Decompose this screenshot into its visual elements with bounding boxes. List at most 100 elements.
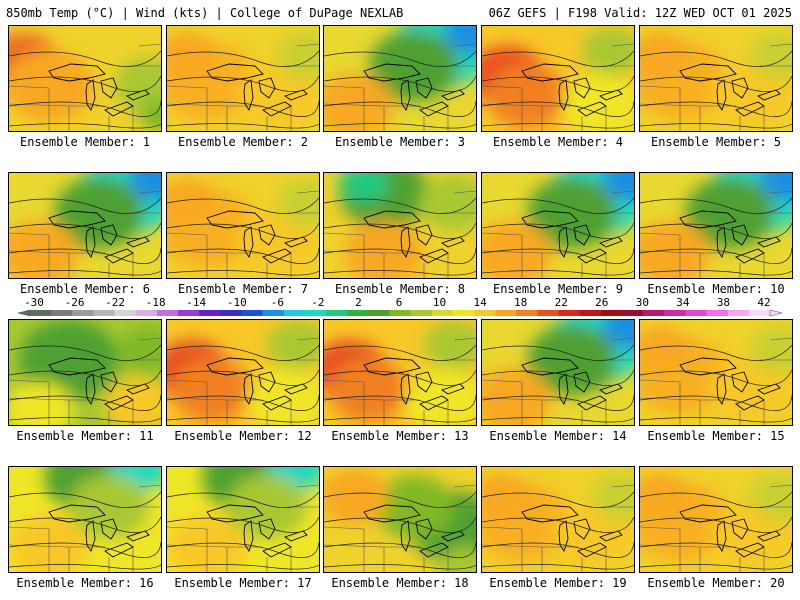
ensemble-member-label: Ensemble Member: 10: [647, 282, 785, 296]
lake-outline: [243, 373, 254, 406]
contour-line: [9, 417, 161, 423]
lake-outline: [104, 542, 134, 558]
state-border: [640, 232, 681, 236]
lake-outline: [415, 224, 433, 246]
colorbar-swatch: [304, 310, 327, 316]
ensemble-member-label: Ensemble Member: 19: [489, 576, 627, 590]
temperature-region: [54, 177, 144, 249]
temperature-region: [324, 469, 389, 525]
lake-outline: [400, 520, 411, 553]
colorbar-swatch: [579, 310, 602, 316]
lake-outline: [756, 530, 781, 542]
temperature-map: [482, 26, 634, 131]
temperature-region: [329, 358, 409, 422]
temperature-region: [419, 175, 476, 231]
lake-outline: [363, 210, 421, 229]
lake-outline: [573, 224, 591, 246]
temperature-region: [114, 58, 161, 114]
contour-line: [167, 100, 319, 117]
ensemble-map-panel: [8, 25, 162, 132]
temperature-region: [750, 326, 792, 374]
temperature-map: [9, 467, 161, 572]
state-border: [324, 526, 365, 530]
lake-outline: [243, 226, 254, 259]
ensemble-map-panel: [639, 172, 793, 279]
temperature-region: [9, 382, 74, 425]
lake-outline: [419, 542, 449, 558]
contour-line: [640, 100, 792, 117]
temperature-region: [369, 30, 459, 102]
contour-line: [640, 50, 792, 67]
colorbar-swatch: [368, 310, 390, 316]
colorbar-tick-label: 22: [554, 296, 568, 309]
state-border: [611, 484, 634, 488]
contour-line: [640, 75, 792, 92]
ensemble-member-label: Ensemble Member: 2: [177, 135, 309, 149]
contour-line: [9, 270, 161, 276]
temperature-region: [640, 326, 690, 374]
contour-line: [167, 491, 319, 508]
contour-line: [640, 270, 792, 276]
ensemble-member-label: Ensemble Member: 13: [331, 429, 469, 443]
temperature-map: [324, 320, 476, 425]
temperature-map: [167, 467, 319, 572]
contour-line: [167, 394, 319, 411]
lake-outline: [283, 530, 308, 542]
temperature-region: [167, 179, 217, 227]
colorbar-swatch: [51, 310, 73, 316]
lake-outline: [85, 79, 96, 112]
lake-outline: [100, 77, 118, 99]
contour-line: [167, 369, 319, 386]
state-border: [296, 484, 319, 488]
state-border: [9, 526, 50, 530]
colorbar-tick-label: -30: [24, 296, 44, 309]
temperature-region: [750, 32, 792, 80]
colorbar-swatch: [410, 310, 433, 316]
contour-line: [482, 417, 634, 423]
temperature-map: [640, 320, 792, 425]
temperature-region: [760, 173, 792, 202]
state-border: [611, 190, 634, 194]
colorbar-tick-label: 18: [514, 296, 528, 309]
lake-outline: [679, 63, 737, 82]
lake-outline: [419, 395, 449, 411]
temperature-region: [277, 32, 319, 80]
temperature-colorbar: [17, 309, 783, 317]
ensemble-member-label: Ensemble Member: 1: [19, 135, 151, 149]
lake-outline: [716, 79, 727, 112]
lake-outline: [679, 357, 737, 376]
lake-outline: [558, 373, 569, 406]
ensemble-map-panel: [166, 25, 320, 132]
lake-outline: [262, 395, 292, 411]
lake-outline: [440, 383, 465, 395]
contour-line: [640, 222, 792, 239]
contour-line: [167, 247, 319, 264]
contour-line: [9, 516, 161, 533]
lake-outline: [573, 371, 591, 393]
contour-line: [9, 50, 161, 67]
ensemble-member-label: Ensemble Member: 8: [334, 282, 466, 296]
colorbar-swatch: [283, 310, 306, 316]
temperature-map: [640, 467, 792, 572]
colorbar-tick-label: 2: [355, 296, 362, 309]
contour-line: [167, 270, 319, 276]
lake-outline: [400, 226, 411, 259]
colorbar-swatch: [262, 310, 285, 316]
lake-outline: [363, 504, 421, 523]
state-border: [640, 379, 681, 383]
colorbar-swatch: [326, 310, 348, 316]
lake-outline: [419, 248, 449, 264]
lake-outline: [716, 373, 727, 406]
state-border: [296, 190, 319, 194]
lake-outline: [258, 518, 276, 540]
contour-line: [482, 564, 634, 570]
lake-outline: [243, 79, 254, 112]
temperature-region: [237, 211, 317, 275]
ensemble-map-panel: [166, 319, 320, 426]
lake-outline: [558, 520, 569, 553]
ensemble-map-panel: [639, 319, 793, 426]
colorbar-min-arrow: [17, 309, 31, 317]
temperature-region: [374, 475, 454, 539]
contour-line: [640, 369, 792, 386]
ensemble-member-label: Ensemble Member: 17: [174, 576, 312, 590]
